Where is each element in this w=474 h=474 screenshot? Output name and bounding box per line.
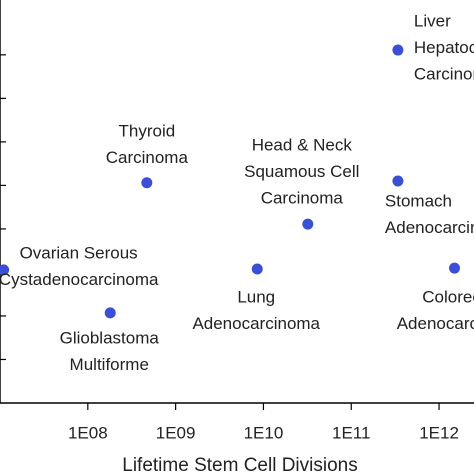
point-label: Cystadenocarcinoma — [0, 270, 159, 289]
point-label: Adenocarcinoma — [397, 314, 474, 333]
point-label: Carcinoma — [261, 189, 344, 208]
point-label: Thyroid — [118, 121, 175, 140]
point — [0, 264, 10, 276]
x-axis-label: Lifetime Stem Cell Divisions — [122, 455, 357, 474]
x-tick-label: 1E12 — [419, 423, 459, 442]
point-label: Liver — [414, 12, 451, 31]
point-label: Glioblastoma — [60, 328, 160, 347]
point-label: Adenocarcinoma — [385, 218, 474, 237]
point-label: Stomach — [385, 192, 452, 211]
point-label: Adenocarcinoma — [192, 314, 320, 333]
x-tick-label: 1E10 — [244, 423, 284, 442]
x-tick-label: 1E09 — [156, 423, 196, 442]
point — [302, 218, 314, 230]
point — [449, 262, 461, 274]
point — [141, 177, 153, 189]
point-label: Colorectal — [422, 288, 474, 307]
point — [392, 175, 404, 187]
x-tick-label: 1E11 — [332, 423, 370, 442]
point-label: Squamous Cell — [244, 162, 359, 181]
point-label: Multiforme — [70, 355, 149, 374]
point — [251, 263, 263, 275]
point-label: Carcinoma — [414, 65, 474, 84]
point — [104, 307, 116, 319]
point-label: Ovarian Serous — [20, 243, 138, 262]
x-tick-label: 1E08 — [68, 423, 108, 442]
point-label: Carcinoma — [106, 148, 189, 167]
point-label: Hepatocellular — [414, 38, 474, 57]
point-label: Head & Neck — [252, 136, 353, 155]
point — [392, 44, 404, 56]
point-label: Lung — [237, 287, 275, 306]
